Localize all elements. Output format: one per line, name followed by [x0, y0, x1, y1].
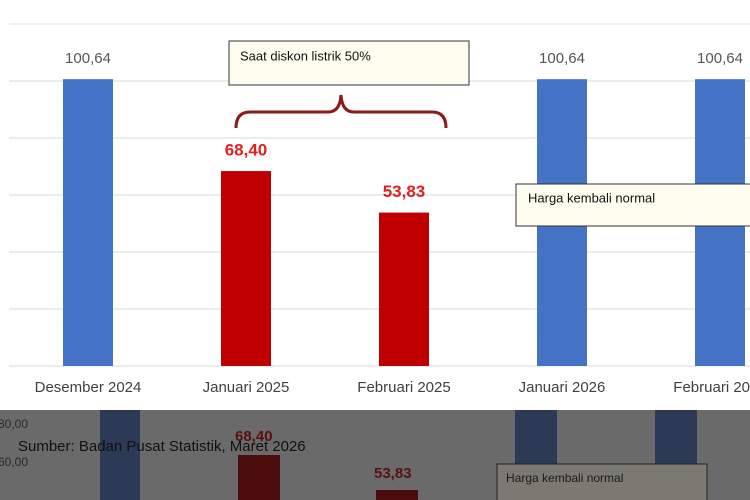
backdrop-text: 80,00: [0, 417, 28, 431]
x-tick-label: Februari 2025: [357, 379, 450, 396]
backdrop-box: [496, 463, 708, 500]
x-tick-label: Januari 2026: [519, 379, 606, 396]
x-tick-label: Februari 2026: [673, 379, 750, 396]
bar: [379, 212, 429, 366]
value-label: 100,64: [65, 50, 111, 67]
backdrop-bar: [238, 455, 280, 500]
backdrop-text: Harga kembali normal: [506, 471, 623, 485]
backdrop-bar: [376, 490, 418, 500]
annotation-box: [515, 183, 750, 227]
value-label: 68,40: [225, 141, 268, 160]
x-tick-label: Januari 2025: [203, 379, 290, 396]
annotation: Saat diskon listrik 50%: [240, 48, 371, 63]
source: Sumber: Badan Pusat Statistik, Maret 202…: [18, 438, 306, 455]
bar: [221, 171, 271, 366]
brace: [234, 94, 448, 129]
backdrop-text: 60,00: [0, 455, 28, 469]
value-label: 53,83: [383, 182, 426, 201]
plot: Desember 2024 100,64 Januari 2025 68,40 Febr…: [9, 23, 750, 396]
backdrop-bar: [100, 410, 140, 500]
backdrop-text: 68,40: [235, 428, 273, 445]
x-tick-label: Desember 2024: [35, 379, 142, 396]
annotation-box: [228, 40, 470, 86]
value-label: 100,64: [539, 50, 585, 67]
backdrop-text: 53,83: [374, 465, 412, 482]
bar: [63, 79, 113, 367]
annotation: Harga kembali normal: [528, 190, 655, 205]
value-label: 100,64: [697, 50, 743, 67]
